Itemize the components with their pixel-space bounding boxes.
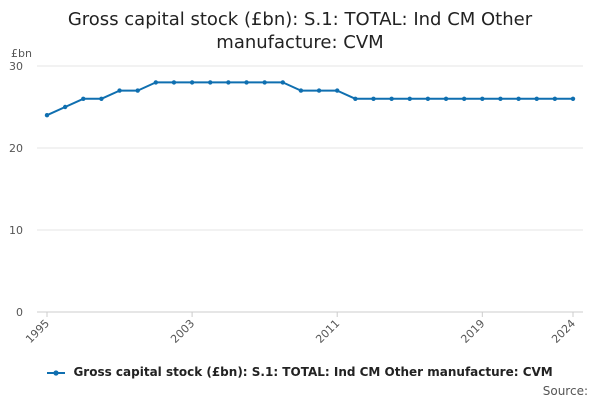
chart-title: Gross capital stock (£bn): S.1: TOTAL: I… <box>67 9 533 53</box>
data-point <box>262 80 267 85</box>
data-point <box>443 96 449 102</box>
data-point <box>135 88 140 93</box>
data-point <box>498 96 503 102</box>
data-point <box>153 80 159 85</box>
data-point <box>389 96 394 102</box>
series-layer <box>44 80 576 118</box>
axes <box>46 312 574 317</box>
data-point <box>534 96 539 102</box>
legend-entry-label: Gross capital stock (£bn): S.1: TOTAL: I… <box>73 365 553 379</box>
x-tick-label: 2019 <box>458 317 487 346</box>
y-tick-labels: 0 10 20 30 <box>9 60 23 319</box>
data-point <box>171 80 177 85</box>
y-tick-label: 10 <box>9 224 23 237</box>
data-point <box>516 96 521 102</box>
data-point <box>189 80 195 85</box>
gridlines <box>37 65 583 313</box>
data-point <box>425 96 431 102</box>
data-point <box>407 96 412 102</box>
data-point <box>62 104 68 110</box>
data-point <box>316 88 322 93</box>
data-point <box>335 88 340 93</box>
y-axis-unit-label: £bn <box>11 47 32 60</box>
data-point <box>208 80 213 85</box>
data-point <box>353 96 358 102</box>
data-point <box>570 96 576 102</box>
legend-line-marker-icon <box>47 369 66 376</box>
data-point <box>244 80 249 85</box>
legend: Gross capital stock (£bn): S.1: TOTAL: I… <box>0 365 600 379</box>
data-point <box>461 96 467 102</box>
series-line <box>46 81 573 117</box>
x-tick-label: 2024 <box>549 317 578 346</box>
data-point <box>117 88 122 93</box>
y-tick-label: 0 <box>16 306 23 319</box>
data-point <box>44 113 50 118</box>
y-tick-label: 30 <box>9 60 23 73</box>
data-point <box>226 80 231 85</box>
x-tick-labels: 1995 2003 2011 2019 2024 <box>23 317 578 346</box>
data-point <box>371 96 376 102</box>
y-tick-label: 20 <box>9 142 23 155</box>
data-point <box>81 96 86 102</box>
x-tick-label: 1995 <box>23 317 52 346</box>
data-point <box>99 96 104 102</box>
data-point <box>480 96 485 102</box>
x-tick-label: 2011 <box>313 317 342 346</box>
x-tick-label: 2003 <box>168 317 197 346</box>
data-point <box>298 88 304 93</box>
source-label: Source: <box>542 384 588 398</box>
data-point <box>280 80 285 85</box>
data-point <box>552 96 558 102</box>
